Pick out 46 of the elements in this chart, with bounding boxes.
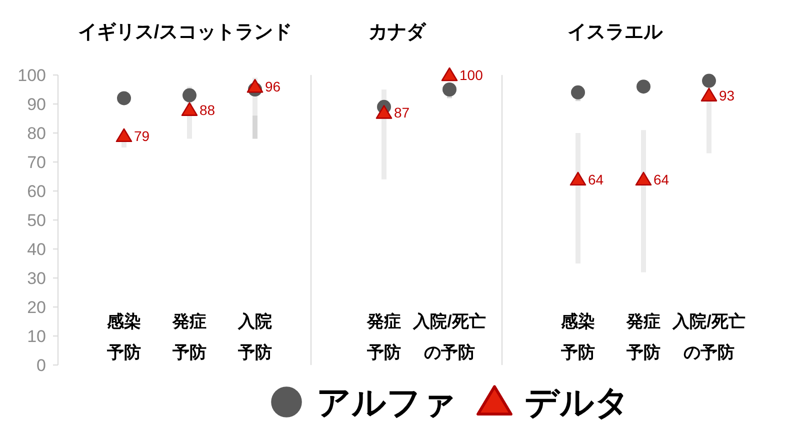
chart-title: イギリス/スコットランド bbox=[78, 22, 292, 43]
y-tick-label: 80 bbox=[27, 124, 46, 143]
data-label: 87 bbox=[394, 104, 410, 121]
y-tick-label: 30 bbox=[27, 269, 46, 288]
legend-label: デルタ bbox=[524, 384, 630, 422]
point bbox=[441, 67, 458, 82]
y-tick-label: 0 bbox=[36, 356, 46, 375]
point bbox=[570, 172, 586, 186]
x-tick-label: 入院/死亡の予防 bbox=[672, 312, 746, 362]
data-label: 100 bbox=[460, 67, 484, 83]
point bbox=[116, 128, 132, 142]
data-label: 93 bbox=[719, 87, 735, 104]
y-tick-label: 20 bbox=[27, 298, 46, 317]
point bbox=[635, 172, 652, 186]
y-tick-label: 70 bbox=[27, 153, 46, 172]
point bbox=[636, 80, 650, 94]
chart-title: カナダ bbox=[368, 22, 426, 43]
y-tick-label: 10 bbox=[27, 327, 46, 346]
x-tick-label: 感染予防 bbox=[106, 312, 141, 362]
y-tick-label: 60 bbox=[27, 182, 46, 201]
y-tick-label: 90 bbox=[27, 95, 46, 114]
point bbox=[182, 88, 196, 102]
chart-title: イスラエル bbox=[568, 22, 664, 43]
y-tick-label: 40 bbox=[27, 240, 46, 259]
point bbox=[702, 74, 716, 88]
legend-label: アルファ bbox=[316, 384, 456, 422]
point bbox=[181, 102, 198, 116]
x-tick-label: 発症予防 bbox=[172, 312, 206, 362]
point bbox=[246, 78, 264, 93]
x-tick-label: 感染予防 bbox=[560, 312, 595, 362]
x-tick-label: 入院予防 bbox=[237, 312, 272, 362]
x-tick-label: 入院/死亡の予防 bbox=[412, 312, 486, 362]
data-label: 79 bbox=[134, 128, 150, 144]
point bbox=[376, 105, 392, 119]
data-label: 88 bbox=[200, 102, 216, 118]
point bbox=[571, 85, 585, 100]
point bbox=[442, 82, 456, 96]
y-tick-label: 50 bbox=[27, 211, 46, 230]
data-label: 64 bbox=[654, 171, 670, 188]
data-label: 64 bbox=[588, 171, 604, 188]
x-tick-label: 発症予防 bbox=[366, 312, 401, 362]
x-tick-label: 発症予防 bbox=[626, 312, 660, 362]
y-tick-label: 100 bbox=[18, 66, 46, 85]
point bbox=[700, 88, 718, 102]
data-label: 96 bbox=[265, 78, 281, 95]
point bbox=[117, 91, 131, 106]
